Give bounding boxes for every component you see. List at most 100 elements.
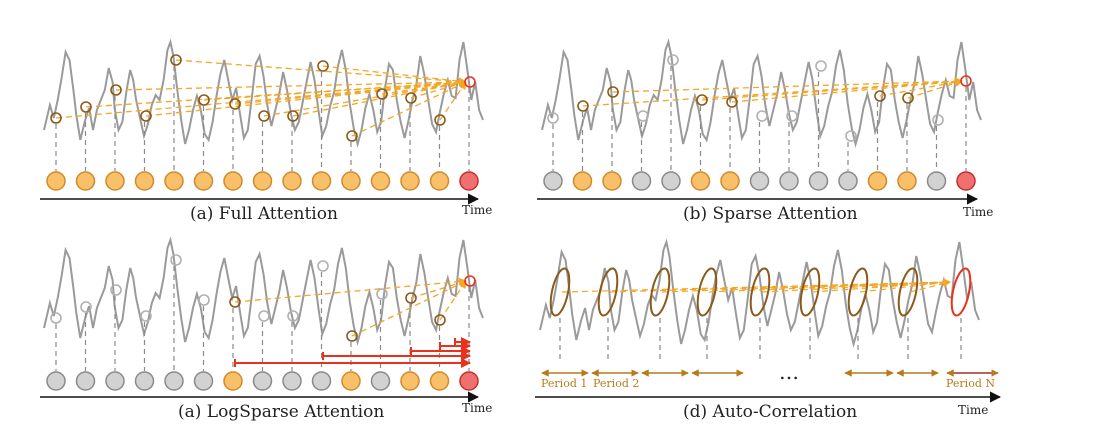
period-ellipse <box>799 267 821 317</box>
token-node <box>164 171 184 191</box>
signal-marker <box>547 112 559 124</box>
token-node <box>690 171 711 191</box>
token-node <box>720 171 740 191</box>
period-ellipse <box>749 267 771 317</box>
signal-marker <box>198 294 210 306</box>
signal-marker <box>667 54 679 66</box>
token-node <box>105 371 125 391</box>
token-node <box>459 171 479 191</box>
attention-line <box>731 77 963 103</box>
time-label-logsparse: Time <box>462 401 493 415</box>
period-ellipse <box>847 267 869 317</box>
signal-marker <box>110 284 122 296</box>
signal-marker <box>376 88 388 100</box>
token-node <box>400 371 420 391</box>
correlation-line <box>708 278 951 293</box>
signal-marker <box>902 92 914 104</box>
signal-marker <box>170 254 182 266</box>
signal-line <box>539 238 980 348</box>
signal-marker <box>696 94 708 106</box>
attention-line <box>234 277 467 303</box>
token-node <box>193 371 214 391</box>
signal-marker <box>376 288 388 300</box>
signal-marker <box>110 84 122 96</box>
token-node <box>543 171 563 191</box>
signal-marker <box>317 260 329 272</box>
token-node <box>164 371 184 391</box>
correlation-line <box>811 278 951 293</box>
signal-marker <box>815 60 827 72</box>
token-node <box>193 171 214 191</box>
attention-line <box>612 77 963 93</box>
token-node <box>311 371 332 391</box>
token-node <box>867 171 888 191</box>
signal-marker <box>346 130 358 142</box>
signal-marker <box>405 292 417 304</box>
signal-marker <box>229 296 241 308</box>
token-node <box>459 371 479 391</box>
signal-marker <box>960 75 972 87</box>
signal-marker <box>434 114 446 126</box>
attention-line <box>263 79 467 117</box>
signal-marker <box>317 60 329 72</box>
signal-marker <box>229 98 241 110</box>
token-node <box>223 171 243 191</box>
signal-marker <box>845 130 857 142</box>
signal-marker <box>170 54 182 66</box>
correlation-line <box>909 280 951 293</box>
token-node <box>429 371 450 391</box>
panel-sparse <box>537 38 982 205</box>
token-node <box>46 371 66 391</box>
period-1-label: Period 1 <box>541 377 588 390</box>
token-node <box>602 171 622 191</box>
period-ellipse <box>696 267 718 317</box>
signal-marker <box>874 90 886 102</box>
token-node <box>400 171 420 191</box>
signal-marker <box>346 330 358 342</box>
token-node <box>134 371 155 391</box>
panel-autocorr <box>535 238 1002 403</box>
caption-logsparse-attention: (a) LogSparse Attention <box>178 402 385 422</box>
signal-marker <box>258 110 270 122</box>
token-node <box>370 371 391 391</box>
token-node <box>282 171 302 191</box>
token-node <box>105 171 125 191</box>
token-node <box>631 171 652 191</box>
period-ellipse <box>649 267 671 317</box>
token-node <box>75 371 96 391</box>
token-node <box>282 371 302 391</box>
attention-line <box>439 280 467 321</box>
period-ellipse <box>549 267 571 317</box>
time-label-sparse: Time <box>963 205 994 219</box>
token-node <box>808 171 829 191</box>
signal-marker <box>140 110 152 122</box>
period-ellipse <box>597 267 619 317</box>
signal-marker <box>405 92 417 104</box>
attention-line <box>145 78 467 117</box>
attention-line <box>351 81 467 137</box>
signal-marker <box>80 301 92 313</box>
attention-line <box>203 78 467 101</box>
token-node <box>134 171 155 191</box>
correlation-line <box>609 278 951 293</box>
token-node <box>223 371 243 391</box>
caption-auto-correlation: (d) Auto-Correlation <box>683 402 858 422</box>
token-node <box>572 171 593 191</box>
signal-marker <box>607 86 619 98</box>
panel-full <box>40 38 484 205</box>
attention-line <box>879 78 963 97</box>
signal-marker <box>637 110 649 122</box>
token-node <box>838 171 858 191</box>
panel-logsparse <box>40 236 484 403</box>
signal-marker <box>464 275 476 287</box>
signal-marker <box>258 310 270 322</box>
signal-line <box>43 236 484 346</box>
token-node <box>252 371 273 391</box>
attention-line <box>439 81 467 121</box>
period-ellipse <box>950 267 972 317</box>
token-node <box>926 171 947 191</box>
signal-marker <box>140 310 152 322</box>
signal-marker <box>287 310 299 322</box>
period-ellipse <box>897 267 919 317</box>
caption-full-attention: (a) Full Attention <box>190 204 338 224</box>
